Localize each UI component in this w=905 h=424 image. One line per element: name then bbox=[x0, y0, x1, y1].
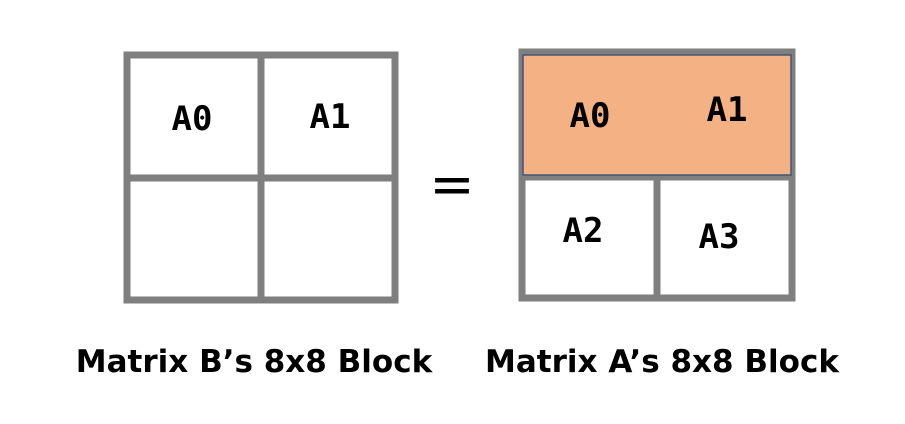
matrix-a-cell-a3: A3 bbox=[699, 217, 740, 257]
matrix-a-cell-a1: A1 bbox=[707, 90, 748, 130]
matrix-a-cell-a0: A0 bbox=[570, 96, 611, 136]
matrix-b-cell-a1: A1 bbox=[310, 97, 351, 137]
matrix-a-caption: Matrix A’s 8x8 Block bbox=[485, 344, 840, 380]
matrix-a-grid: A0 A1 A2 A3 bbox=[518, 48, 796, 302]
matrix-a-cell-a2: A2 bbox=[563, 211, 604, 251]
matrix-a-top-row-highlight bbox=[522, 54, 792, 176]
equals-sign: = bbox=[429, 153, 474, 216]
matrix-b-grid: A0 A1 bbox=[123, 51, 399, 304]
matrix-b-cell-a0: A0 bbox=[172, 99, 213, 139]
matrix-b-caption: Matrix B’s 8x8 Block bbox=[76, 344, 434, 380]
